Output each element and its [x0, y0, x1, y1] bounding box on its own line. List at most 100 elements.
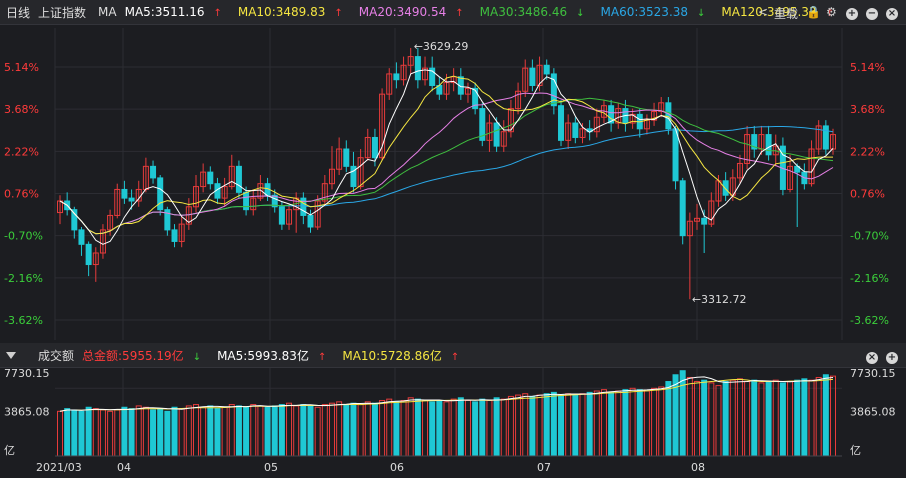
total-amount: 总金额:5955.19亿 ↓	[82, 348, 202, 363]
y-tick-label-left: -2.16%	[4, 272, 43, 285]
volume-bar	[515, 394, 522, 457]
volume-bar	[114, 409, 121, 457]
candle-body	[278, 206, 285, 225]
candle-body	[200, 171, 207, 188]
candle-body	[228, 165, 235, 188]
volume-bar	[200, 406, 207, 457]
volume-bar	[808, 379, 815, 457]
period-label[interactable]: 日线	[6, 5, 31, 20]
volume-bar	[686, 376, 693, 457]
candle-body	[350, 165, 357, 188]
candle-body	[765, 134, 772, 156]
candle-body	[121, 188, 128, 199]
vol-settings-icon[interactable]: ×	[866, 352, 878, 364]
volume-bar	[457, 397, 464, 457]
ma-label[interactable]: MA	[98, 5, 117, 19]
candle-body	[679, 180, 686, 237]
volume-bar	[550, 391, 557, 457]
volume-bar	[450, 398, 457, 457]
zoom-out-icon[interactable]: −	[866, 8, 878, 20]
candle-body	[371, 136, 378, 159]
vol-ma5: MA5:5993.83亿 ↑	[217, 348, 327, 363]
settings-icon[interactable]: ⚙	[826, 5, 837, 19]
vol-close-icon[interactable]: +	[886, 352, 898, 364]
candle-body	[744, 134, 751, 164]
volume-bar	[486, 399, 493, 457]
volume-bar	[164, 410, 171, 457]
candle-body	[250, 197, 257, 211]
candle-body	[565, 122, 572, 141]
candle-body	[751, 134, 758, 150]
volume-bar	[264, 406, 271, 457]
volume-bar	[651, 387, 658, 457]
volume-bar	[579, 393, 586, 457]
candle-body	[386, 73, 393, 95]
candle-body	[579, 128, 586, 138]
y-tick-label-right: 5.14%	[850, 61, 885, 74]
volume-bar	[386, 398, 393, 457]
volume-bar	[744, 381, 751, 457]
candle-body	[472, 87, 479, 110]
volume-bar	[85, 406, 92, 457]
candle-body	[615, 108, 622, 124]
volume-bar	[271, 405, 278, 457]
main-header: 日线 上证指数 MA MA5:3511.16 ↑ MA10:3489.83 ↑ MA…	[0, 0, 906, 25]
y-tick-label-right: 0.76%	[850, 188, 885, 201]
volume-bar	[565, 393, 572, 457]
volume-bar	[92, 408, 99, 457]
volume-bar	[643, 390, 650, 457]
candle-body	[558, 105, 565, 141]
y-tick-label-right: 3.68%	[850, 103, 885, 116]
volume-bar	[801, 378, 808, 457]
candle-body	[92, 252, 99, 266]
candle-body	[536, 64, 543, 86]
y-tick-label-left: -0.70%	[4, 230, 43, 243]
volume-bar	[121, 406, 128, 457]
volume-bar	[235, 405, 242, 457]
volume-bar	[300, 404, 307, 457]
close-icon[interactable]: ×	[886, 8, 898, 20]
volume-bar	[600, 389, 607, 457]
volume-bar	[228, 404, 235, 457]
volume-bar	[429, 401, 436, 457]
volume-bar	[529, 395, 536, 457]
volume-bar	[758, 382, 765, 457]
reweight-button[interactable]: 重载	[774, 7, 799, 21]
volume-bar	[615, 390, 622, 457]
volume-bar	[522, 393, 529, 457]
candle-body	[328, 168, 335, 185]
volume-bar	[243, 406, 250, 457]
zoom-in-icon[interactable]: +	[846, 8, 858, 20]
candle-body	[787, 165, 794, 190]
lock-icon[interactable]: 🔒	[806, 5, 821, 19]
candle-body	[400, 64, 407, 81]
volume-bar	[221, 406, 228, 457]
volume-bar	[192, 404, 199, 457]
volume-title[interactable]: 成交额	[38, 348, 75, 363]
candle-body	[665, 102, 672, 130]
candle-body	[107, 214, 114, 231]
volume-bar	[622, 389, 629, 457]
volume-bar	[436, 399, 443, 457]
ma20-value: MA20:3490.54 ↑	[358, 5, 464, 19]
candle-body	[321, 183, 328, 202]
ma60-value: MA60:3523.38 ↓	[600, 5, 706, 19]
candle-body	[71, 209, 78, 231]
low-label: ←3312.72	[692, 293, 747, 306]
candle-body	[736, 162, 743, 179]
candle-body	[164, 209, 171, 231]
vol-ma5-line	[59, 376, 834, 412]
back-button[interactable]: <	[758, 5, 769, 19]
y-tick-label-right: -0.70%	[850, 230, 889, 243]
index-name[interactable]: 上证指数	[38, 5, 87, 20]
volume-bar	[822, 374, 829, 457]
volume-bar	[414, 398, 421, 457]
candle-body	[479, 108, 486, 141]
volume-bar	[379, 399, 386, 457]
x-axis-label: 07	[537, 461, 551, 474]
volume-bar	[64, 408, 71, 457]
volume-bar	[328, 402, 335, 457]
volume-bar	[293, 405, 300, 457]
candle-body	[336, 148, 343, 170]
collapse-icon[interactable]	[6, 348, 24, 362]
